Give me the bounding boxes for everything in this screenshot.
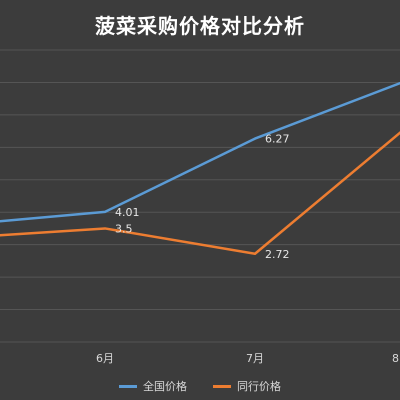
x-tick-label: 8	[392, 352, 399, 365]
x-tick-label: 6月	[96, 352, 114, 365]
x-tick-labels: 6月 7月 8	[96, 352, 399, 365]
data-label: 3.5	[115, 222, 133, 235]
legend-swatch-national	[119, 384, 137, 388]
legend-item-peer: 同行价格	[213, 378, 281, 394]
data-label: 2.72	[265, 248, 290, 261]
legend-item-national: 全国价格	[119, 378, 187, 394]
data-labels: 4.01 6.27 3.5 2.72	[115, 133, 290, 261]
legend-label-national: 全国价格	[143, 380, 187, 393]
gridlines	[0, 49, 400, 343]
data-label: 4.01	[115, 206, 140, 219]
chart-title: 菠菜采购价格对比分析	[95, 14, 305, 38]
legend-label-peer: 同行价格	[237, 380, 281, 393]
data-label: 6.27	[265, 133, 290, 146]
series-lines	[0, 81, 400, 256]
series-line-peer	[0, 131, 400, 256]
series-line-national	[0, 81, 400, 223]
x-tick-label: 7月	[246, 352, 264, 365]
legend-swatch-peer	[213, 384, 231, 388]
legend: 全国价格 同行价格	[0, 378, 400, 394]
